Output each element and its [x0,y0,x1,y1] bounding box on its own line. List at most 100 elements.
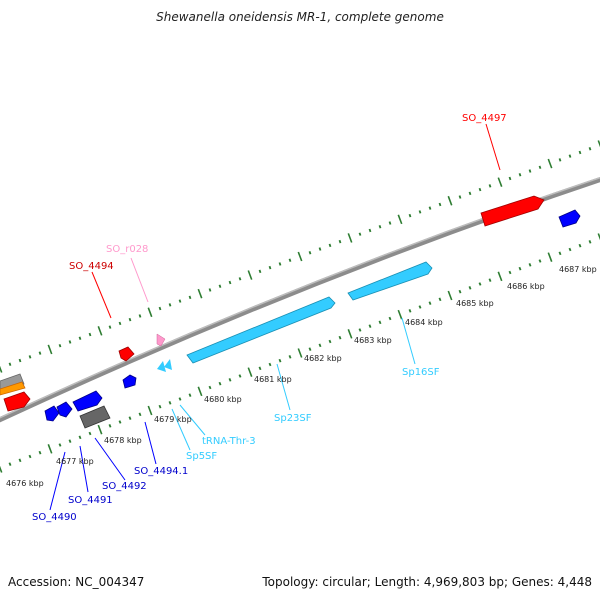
major-tick [97,326,103,336]
minor-tick [458,195,462,199]
label-sp23sf: Sp23SF [274,413,312,424]
major-tick [597,140,600,148]
leader-so-4497 [485,123,501,171]
label-so-4494-1: SO_4494.1 [134,466,188,477]
minor-tick [288,355,292,359]
scale-label: 4678 kbp [104,436,142,445]
major-tick [397,309,403,320]
minor-tick [358,232,362,236]
minor-tick [338,335,342,340]
genome-title: Shewanella oneidensis MR-1, complete gen… [156,10,444,24]
scale-label: 4677 kbp [56,457,94,466]
minor-tick [28,454,32,459]
label-so-r028: SO_r028 [106,244,148,255]
leader-sp5sf [171,408,191,451]
minor-tick [258,366,262,371]
minor-tick [578,150,582,155]
major-tick [547,158,553,169]
major-tick [147,405,153,416]
trna-thr-3-feature[interactable] [157,361,166,372]
leader-so-4494-1 [144,421,157,465]
label-so-4490: SO_4490 [32,512,77,523]
minor-tick [78,435,82,440]
major-tick [147,307,153,318]
leader-so-4494 [91,271,112,319]
minor-tick [568,154,572,158]
major-tick [497,177,503,187]
gene-blue-right[interactable] [558,209,581,228]
minor-tick [388,316,392,321]
scale-label: 4685 kbp [456,299,494,308]
major-tick [97,424,103,435]
feature-orange-left[interactable] [0,381,26,396]
minor-tick [208,385,212,390]
minor-tick [118,420,122,424]
minor-tick [388,221,392,225]
gene-so-4497[interactable] [480,195,545,227]
scale-label: 4681 kbp [254,375,292,384]
minor-tick [518,173,522,177]
minor-tick [118,321,122,326]
minor-tick [188,393,192,397]
minor-tick [328,339,332,344]
leader-so-4490 [49,451,66,511]
gene-so-4491[interactable] [72,390,103,412]
major-tick [347,329,353,339]
minor-tick [238,374,242,378]
minor-tick [438,202,442,207]
minor-tick [38,450,42,455]
minor-tick [218,381,222,386]
minor-tick [468,191,472,196]
minor-tick [308,347,312,351]
gene-so-4494-1[interactable] [122,374,137,389]
minor-tick [218,284,222,288]
minor-tick [278,358,282,363]
gene-so-4492[interactable] [79,405,111,429]
feature-so-r028[interactable] [156,333,166,347]
leader-so-r028 [130,257,149,303]
feature-red-left[interactable] [3,391,31,412]
minor-tick [368,324,372,328]
rrna-sp5sf-feature[interactable] [164,359,172,370]
minor-tick [288,258,292,262]
lower-tick-track [0,233,600,473]
minor-tick [88,431,92,436]
gene-so-4490-a[interactable] [44,405,60,422]
label-so-4494: SO_4494 [69,261,114,272]
accession-label: Accession: NC_004347 [8,575,145,589]
minor-tick [138,412,142,417]
minor-tick [338,239,342,244]
major-tick [0,465,3,473]
minor-tick [8,462,12,466]
minor-tick [108,325,112,329]
minor-tick [438,297,442,302]
minor-tick [238,277,242,281]
scale-label: 4687 kbp [559,265,597,274]
rrna-sp16sf[interactable] [347,261,433,301]
minor-tick [318,247,322,251]
gene-so-4494[interactable] [118,346,135,362]
minor-tick [408,213,412,218]
minor-tick [378,320,382,325]
minor-tick [28,355,32,359]
minor-tick [458,289,462,294]
minor-tick [128,317,132,322]
genome-summary: Topology: circular; Length: 4,969,803 bp… [262,575,592,589]
minor-tick [558,251,562,256]
scale-label: 4683 kbp [354,336,392,345]
rrna-sp23sf[interactable] [186,296,336,364]
minor-tick [418,305,422,309]
minor-tick [258,269,262,274]
minor-tick [328,243,332,248]
minor-tick [488,184,492,188]
minor-tick [18,358,22,363]
scale-label: 4680 kbp [204,395,242,404]
gene-so-4490-b[interactable] [56,401,73,418]
scale-label: 4676 kbp [6,479,44,488]
minor-tick [58,343,62,348]
leader-so-4492 [94,437,126,481]
leader-trna-thr-3 [179,404,206,436]
minor-tick [488,278,492,282]
minor-tick [538,165,542,170]
